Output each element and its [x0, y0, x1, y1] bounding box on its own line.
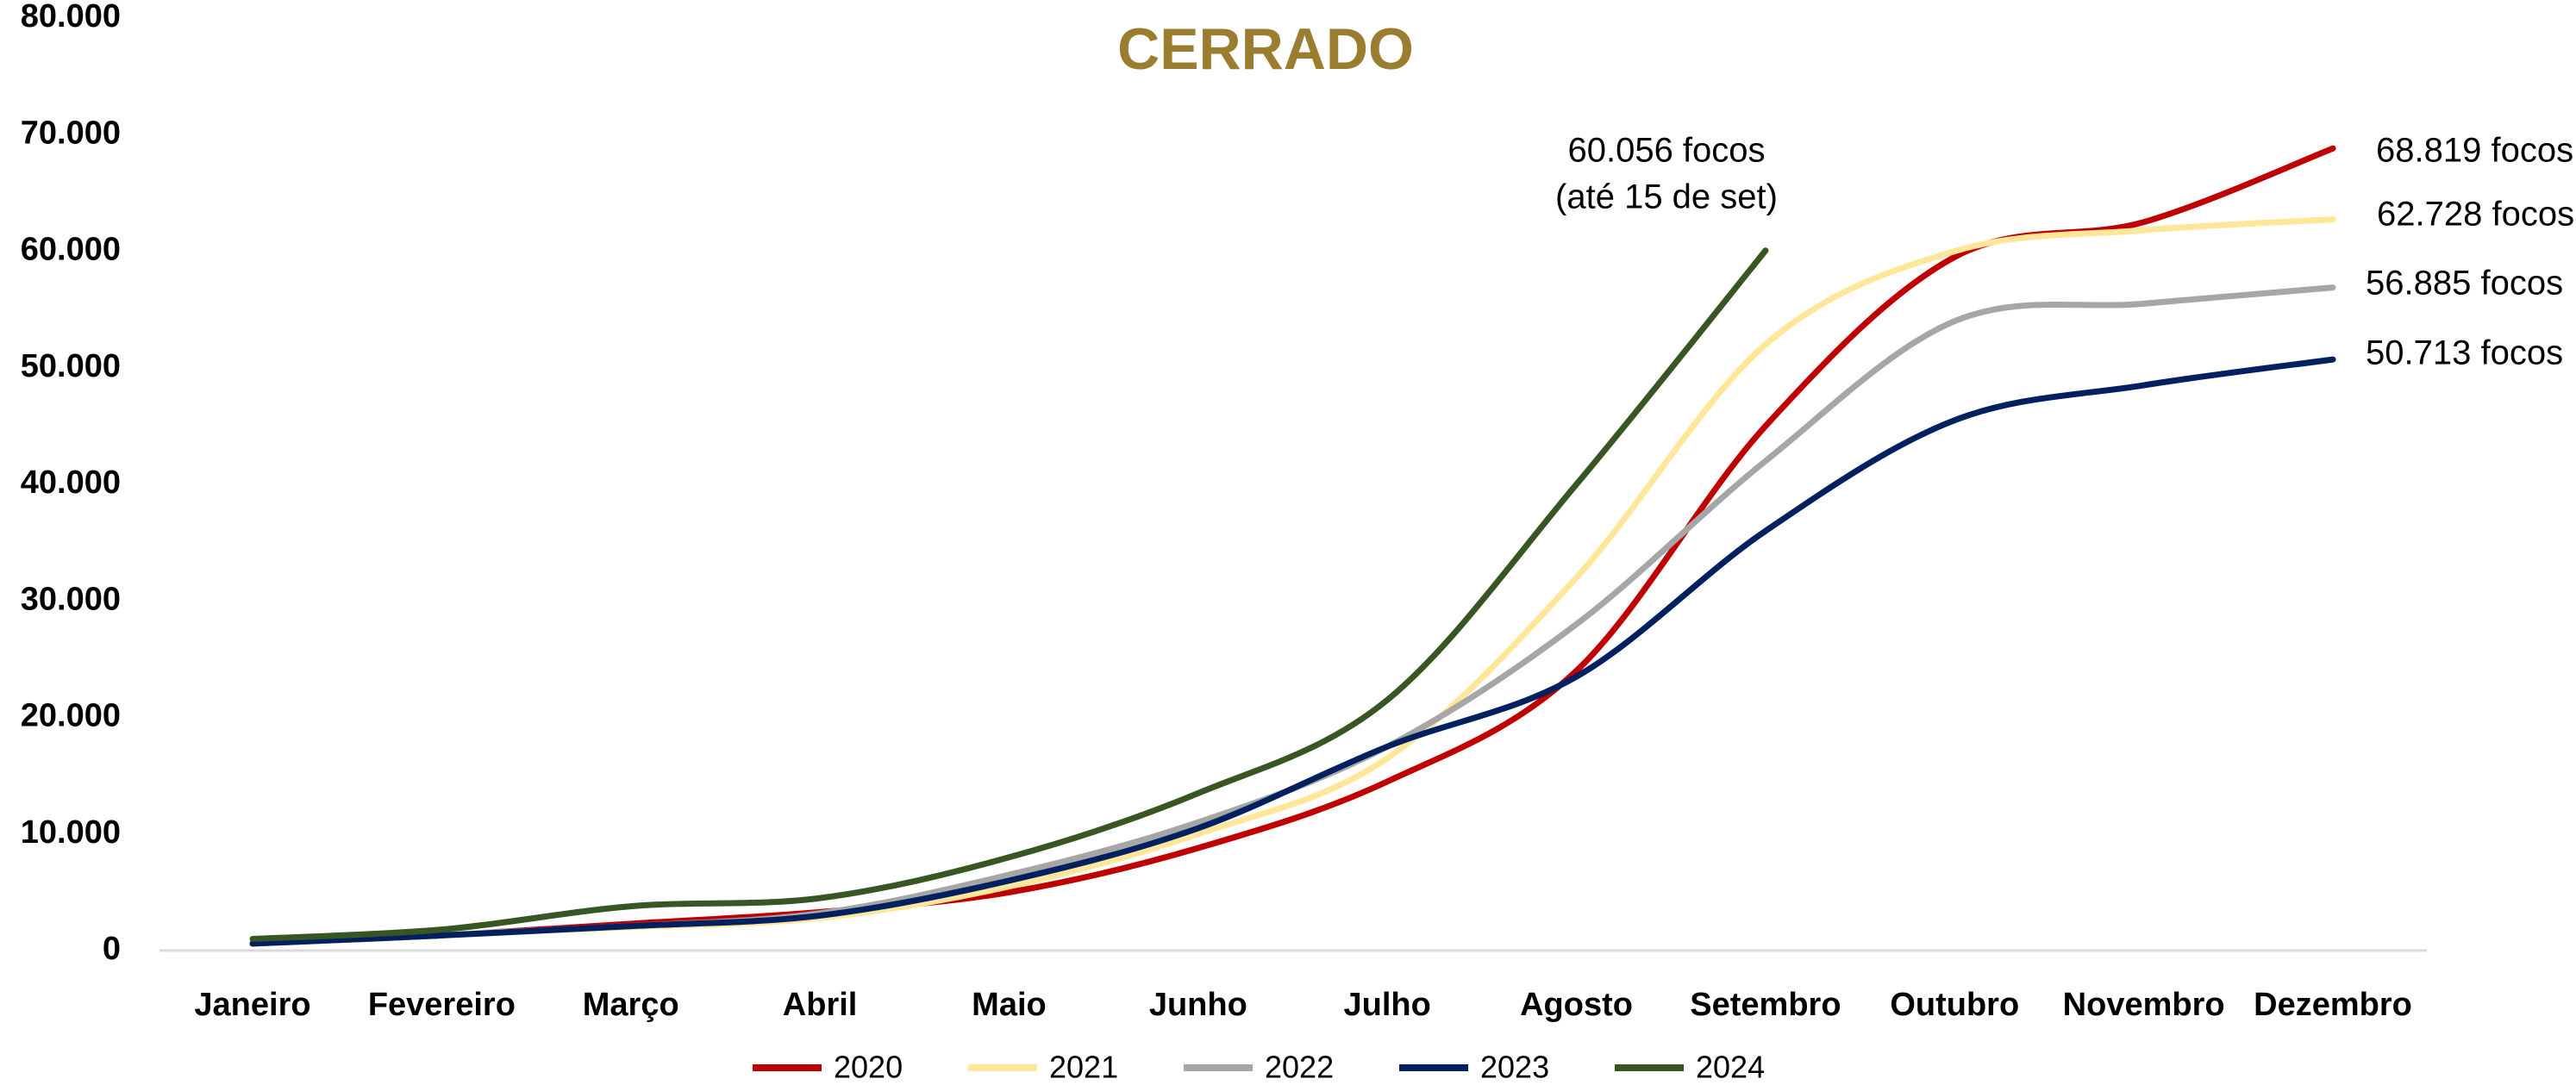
- y-tick-label: 70.000: [21, 115, 121, 151]
- x-tick-label: Março: [583, 987, 679, 1023]
- y-tick-label: 20.000: [21, 698, 121, 734]
- series-line: [249, 247, 1769, 942]
- series-line: [249, 145, 2336, 947]
- series-line: [249, 216, 2336, 946]
- legend-label: 2020: [834, 1050, 903, 1085]
- x-tick-label: Maio: [972, 987, 1047, 1023]
- x-tick-label: Junho: [1149, 987, 1247, 1023]
- x-tick-label: Outubro: [1890, 987, 2019, 1023]
- y-tick-label: 60.000: [21, 232, 121, 268]
- annotation: 62.728 focos: [2377, 196, 2574, 234]
- x-tick-label: Dezembro: [2254, 987, 2412, 1023]
- annotation: 60.056 focos: [1567, 132, 1765, 170]
- series-line: [249, 284, 2336, 947]
- x-tick-label: Agosto: [1520, 987, 1633, 1023]
- chart-title: CERRADO: [1117, 16, 1414, 82]
- y-tick-label: 80.000: [21, 0, 121, 34]
- x-tick-label: Fevereiro: [368, 987, 516, 1023]
- x-tick-label: Julho: [1344, 987, 1431, 1023]
- annotation: (até 15 de set): [1555, 178, 1778, 216]
- legend-label: 2024: [1696, 1050, 1765, 1085]
- annotation: 50.713 focos: [2366, 334, 2563, 372]
- x-tick-label: Setembro: [1690, 987, 1841, 1023]
- annotation: 56.885 focos: [2366, 265, 2563, 302]
- y-tick-label: 0: [103, 931, 121, 967]
- y-tick-label: 40.000: [21, 465, 121, 501]
- annotation: 68.819 focos: [2376, 132, 2573, 170]
- y-tick-label: 50.000: [21, 348, 121, 384]
- legend-label: 2022: [1265, 1050, 1334, 1085]
- legend-label: 2023: [1480, 1050, 1549, 1085]
- x-tick-label: Janeiro: [194, 987, 310, 1023]
- y-tick-label: 30.000: [21, 581, 121, 617]
- y-tick-label: 10.000: [21, 814, 121, 851]
- x-tick-label: Abril: [783, 987, 858, 1023]
- legend-label: 2021: [1049, 1050, 1118, 1085]
- x-tick-label: Novembro: [2063, 987, 2225, 1023]
- series-line: [249, 356, 2336, 947]
